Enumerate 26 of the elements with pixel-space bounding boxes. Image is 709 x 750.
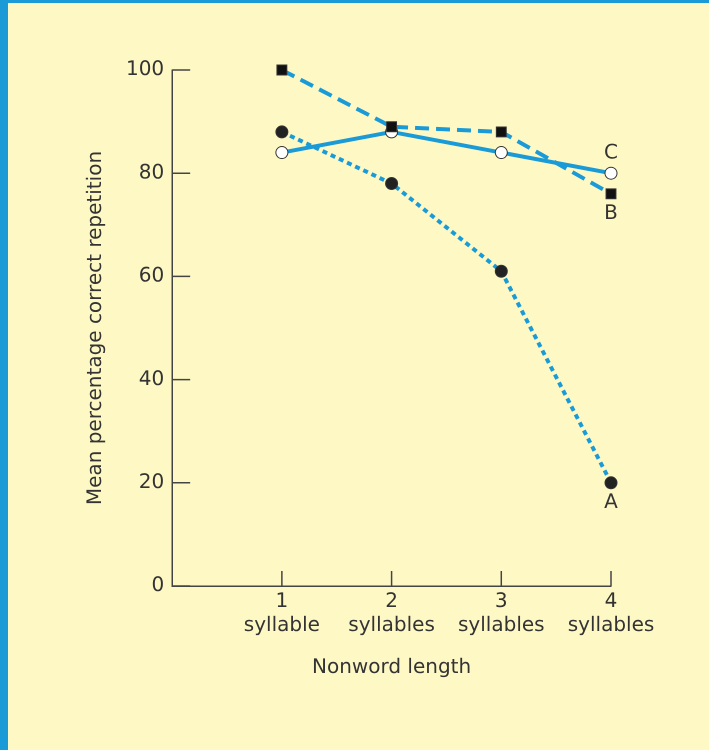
y-tick-label: 40 [138, 366, 164, 390]
point [606, 188, 616, 200]
y-tick-label: 80 [138, 159, 164, 184]
x-tick-label: 3 syllables [458, 588, 545, 636]
x-axis-title: Nonword length [312, 654, 472, 678]
point [386, 121, 398, 132]
x-tick-label: 2 syllables [348, 588, 435, 636]
point [604, 166, 618, 180]
x-tick-label: 4 syllables [568, 588, 654, 636]
x-tick-label: 1 syllable [244, 588, 320, 636]
y-axis-title: Mean percentage correct repetition [82, 150, 106, 506]
point [385, 177, 398, 190]
series-label: B [604, 200, 618, 224]
series-label: C [604, 139, 618, 164]
y-tick-label: 20 [138, 469, 164, 494]
series-label: A [604, 489, 618, 514]
y-tick-label: 60 [138, 262, 164, 287]
point [276, 64, 288, 76]
y-tick-label: 0 [151, 572, 164, 596]
point [275, 125, 288, 138]
point [275, 146, 288, 160]
point [494, 264, 508, 278]
point [604, 476, 618, 490]
y-tick-label: 100 [126, 56, 164, 80]
point [496, 126, 507, 138]
point [494, 146, 508, 160]
